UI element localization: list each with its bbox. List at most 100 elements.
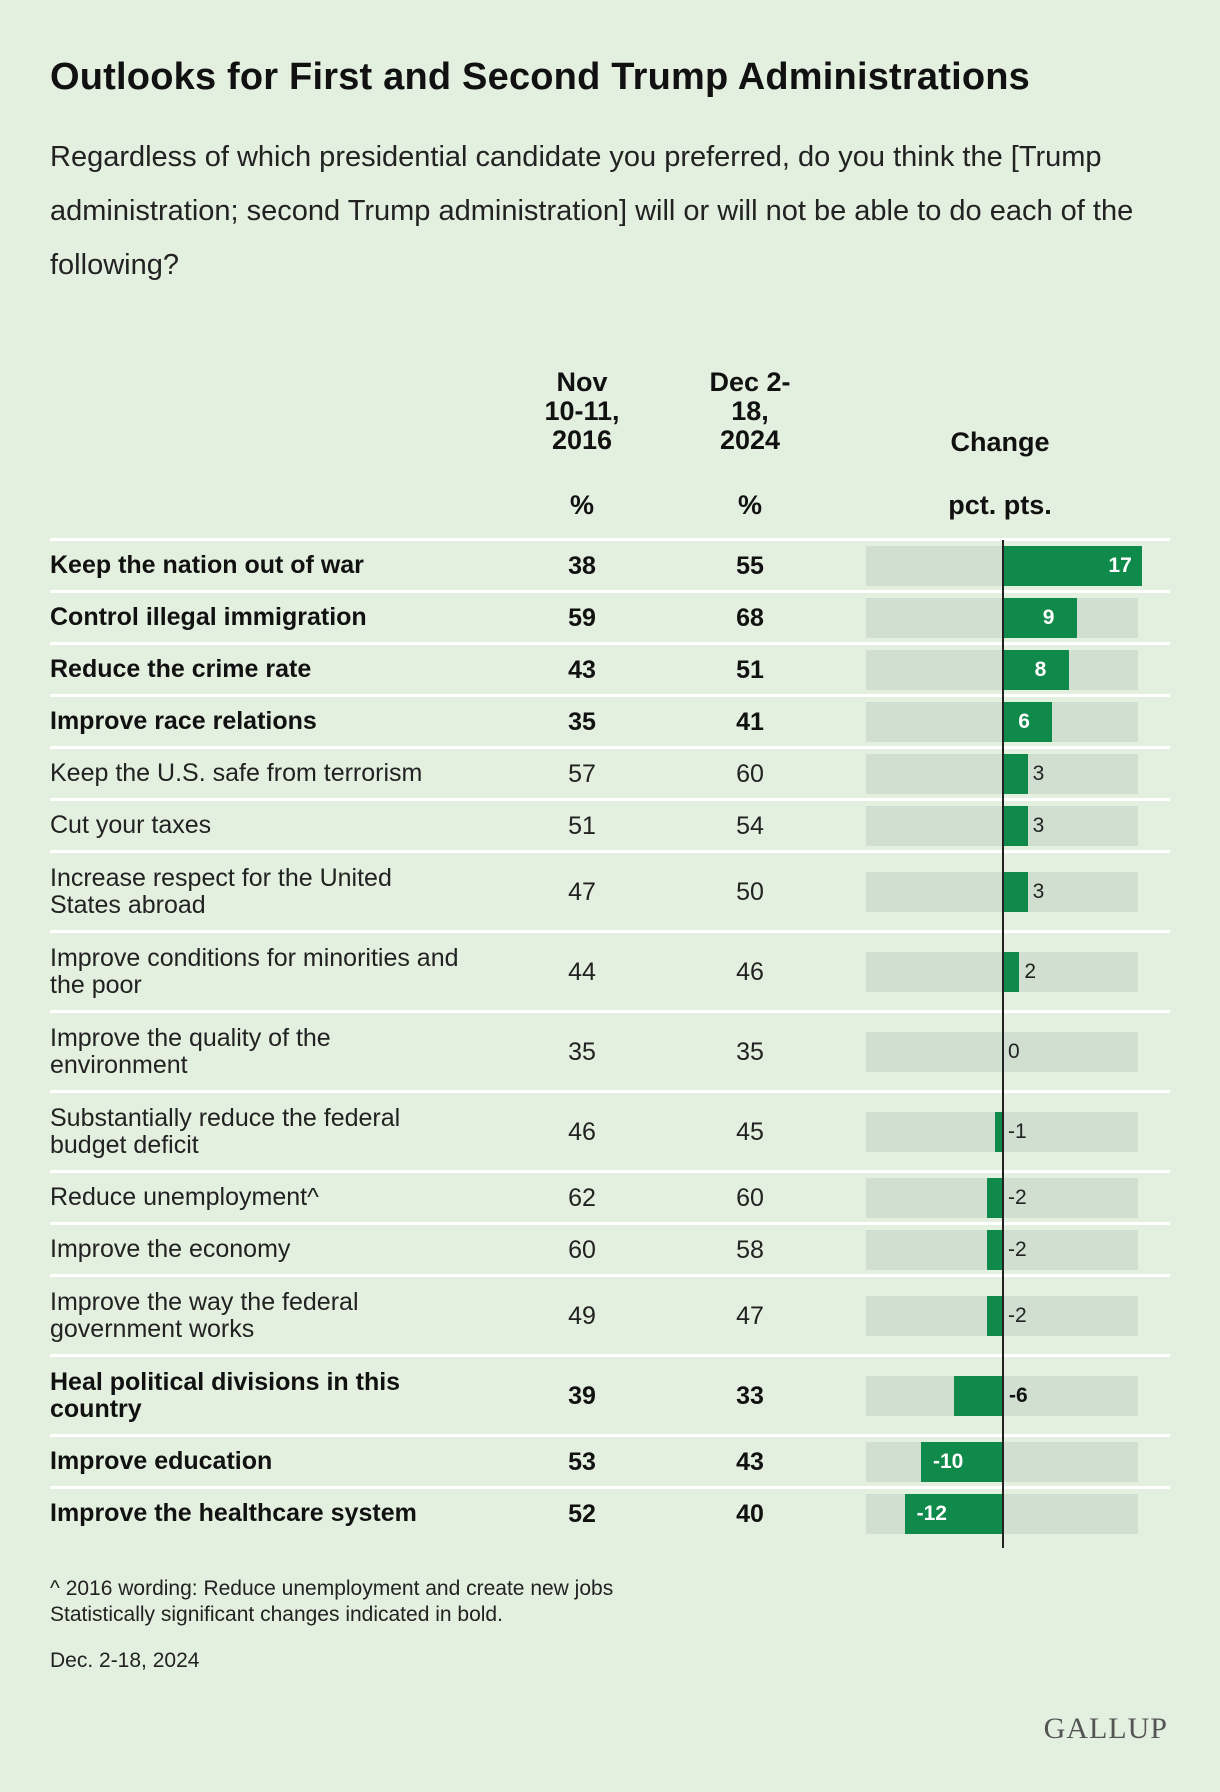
value-2024: 47 — [736, 1301, 764, 1330]
row-separator — [50, 1434, 1170, 1437]
change-label: -1 — [1008, 1119, 1027, 1143]
row-label: Keep the U.S. safe from terrorism — [50, 758, 423, 787]
value-2016: 49 — [568, 1301, 596, 1330]
row-label: Improve the healthcare system — [50, 1498, 417, 1527]
change-bar — [994, 1111, 1003, 1152]
change-label: 2 — [1024, 959, 1037, 983]
value-2024: 33 — [736, 1381, 764, 1410]
value-2024: 45 — [736, 1117, 764, 1146]
change-label: -2 — [1008, 1303, 1027, 1327]
change-bar — [986, 1229, 1003, 1270]
row-separator — [50, 746, 1170, 749]
row-label: Improve the way the federal government w… — [50, 1287, 359, 1343]
change-bar — [986, 1177, 1003, 1218]
value-2016: 51 — [568, 811, 596, 840]
value-2016: 60 — [568, 1235, 596, 1264]
value-2016: 53 — [568, 1447, 596, 1476]
chart-title: Outlooks for First and Second Trump Admi… — [50, 56, 1030, 98]
value-2024: 40 — [736, 1499, 764, 1528]
change-bar — [1003, 951, 1020, 992]
value-2024: 35 — [736, 1037, 764, 1066]
value-2024: 58 — [736, 1235, 764, 1264]
zero-axis — [1002, 539, 1004, 1548]
change-label: 6 — [1018, 709, 1030, 733]
value-2016: 44 — [568, 957, 596, 986]
value-2024: 46 — [736, 957, 764, 986]
unit-2024: % — [737, 490, 762, 520]
change-label: 8 — [1034, 657, 1047, 681]
row-separator — [50, 1090, 1170, 1093]
row-label: Heal political divisions in this country — [50, 1367, 401, 1423]
row-separator — [50, 798, 1170, 801]
value-2024: 55 — [736, 551, 764, 580]
row-separator — [50, 930, 1170, 933]
column-header-change: Change — [950, 427, 1050, 457]
chart-subtitle: Regardless of which presidential candida… — [50, 141, 1134, 281]
unit-2016: % — [569, 490, 594, 520]
row-label: Keep the nation out of war — [50, 550, 364, 579]
row-separator — [50, 1486, 1170, 1489]
change-label: 0 — [1008, 1039, 1020, 1063]
change-label: -2 — [1008, 1237, 1027, 1261]
row-label: Increase respect for the United States a… — [50, 863, 392, 919]
value-2024: 60 — [736, 759, 764, 788]
value-2016: 52 — [568, 1499, 596, 1528]
gallup-logo: GALLUP — [1043, 1712, 1168, 1745]
value-2016: 62 — [568, 1183, 596, 1212]
value-2016: 39 — [568, 1381, 596, 1410]
row-label: Reduce the crime rate — [50, 654, 312, 683]
column-header-2024: Dec 2- 18, 2024 — [709, 367, 791, 455]
row-label: Control illegal immigration — [50, 602, 367, 631]
row-label: Substantially reduce the federal budget … — [50, 1103, 401, 1159]
change-bar — [986, 1295, 1003, 1336]
row-separator — [50, 538, 1170, 541]
value-2016: 59 — [568, 603, 596, 632]
value-2024: 60 — [736, 1183, 764, 1212]
change-bar — [1003, 649, 1069, 690]
row-label: Cut your taxes — [50, 810, 212, 839]
value-2024: 54 — [736, 811, 764, 840]
change-bar — [1003, 597, 1077, 638]
unit-change: pct. pts. — [948, 490, 1052, 520]
change-label: 3 — [1032, 813, 1045, 837]
row-label: Improve the economy — [50, 1234, 291, 1263]
change-label: 3 — [1032, 761, 1045, 785]
change-label: 17 — [1108, 553, 1132, 577]
row-separator — [50, 1354, 1170, 1357]
row-separator — [50, 642, 1170, 645]
value-2024: 41 — [736, 707, 764, 736]
change-bar — [953, 1375, 1003, 1416]
row-separator — [50, 694, 1170, 697]
row-label: Reduce unemployment^ — [50, 1182, 319, 1211]
change-label: -12 — [916, 1501, 947, 1525]
value-2016: 35 — [568, 707, 596, 736]
change-label: 9 — [1042, 605, 1055, 629]
value-2016: 47 — [568, 877, 596, 906]
change-bar — [1003, 805, 1028, 846]
value-2016: 38 — [568, 551, 596, 580]
change-label: -6 — [1009, 1383, 1028, 1407]
column-header-2016: Nov 10-11, 2016 — [544, 367, 620, 455]
change-label: 3 — [1032, 879, 1045, 903]
change-bar — [1003, 871, 1028, 912]
value-2024: 50 — [736, 877, 764, 906]
row-separator — [50, 1170, 1170, 1173]
value-2016: 57 — [568, 759, 596, 788]
row-separator — [50, 1274, 1170, 1277]
footnote-date: Dec. 2-18, 2024 — [50, 1649, 200, 1672]
change-bar — [1003, 701, 1053, 742]
change-bar — [1003, 545, 1143, 586]
row-label: Improve conditions for minorities and th… — [50, 943, 459, 999]
value-2016: 46 — [568, 1117, 596, 1146]
row-separator — [50, 590, 1170, 593]
value-2016: 35 — [568, 1037, 596, 1066]
change-bar — [904, 1493, 1003, 1534]
row-separator — [50, 1222, 1170, 1225]
footnote-wording: ^ 2016 wording: Reduce unemployment and … — [50, 1577, 614, 1600]
value-2024: 51 — [736, 655, 764, 684]
row-separator — [50, 1010, 1170, 1013]
value-2024: 68 — [736, 603, 764, 632]
change-bar — [921, 1441, 1003, 1482]
change-bar — [1003, 753, 1028, 794]
